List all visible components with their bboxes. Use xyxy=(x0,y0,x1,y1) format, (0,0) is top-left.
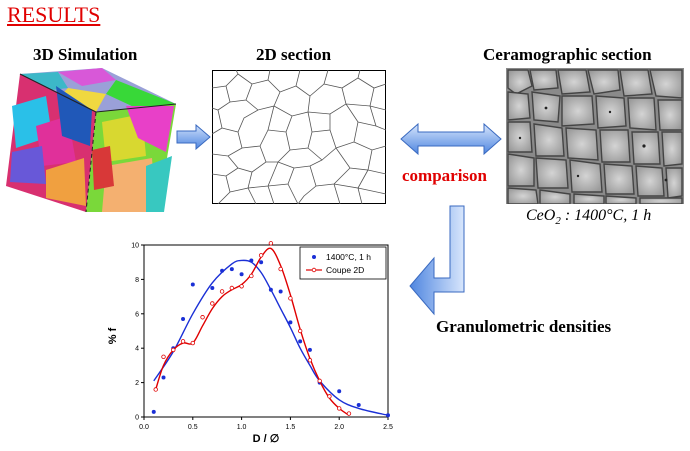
y-tick-label: 2 xyxy=(135,380,139,387)
results-title: RESULTS xyxy=(7,2,101,27)
legend-marker-series-2 xyxy=(311,267,317,273)
granulometric-label: Granulometric densities xyxy=(436,317,612,336)
x-axis-label: D / ∅ xyxy=(253,433,280,445)
series-2-point xyxy=(258,253,264,258)
series-1-point xyxy=(181,316,186,321)
series-2-point xyxy=(200,315,205,320)
series-1-point xyxy=(161,375,166,380)
series-2-point xyxy=(219,289,225,294)
right-arrow-icon xyxy=(176,124,211,150)
bent-arrow-icon xyxy=(409,205,465,316)
chart-legend: 1400°C, 1 h Coupe 2D xyxy=(299,246,387,280)
x-tick-label: 2.0 xyxy=(334,424,344,431)
series-2-point xyxy=(307,358,313,363)
y-tick-label: 0 xyxy=(135,415,139,422)
series-2-point xyxy=(239,284,244,289)
double-arrow-icon xyxy=(400,122,502,156)
series-2-point xyxy=(288,296,293,301)
series-2-point xyxy=(180,339,186,344)
y-axis-label: % f xyxy=(107,327,119,344)
caption-rest: : 1400°C, 1 h xyxy=(560,207,652,224)
y-tick-label: 4 xyxy=(135,346,139,353)
x-tick-label: 1.5 xyxy=(286,424,296,431)
series-2-point xyxy=(153,387,158,392)
y-tick-label: 10 xyxy=(131,243,139,250)
series-2-point xyxy=(346,411,352,416)
series-1-point xyxy=(151,409,156,414)
series-1-point xyxy=(278,289,283,294)
series-2-point xyxy=(171,347,176,353)
series-1-point xyxy=(210,286,215,290)
series-2-point xyxy=(317,378,322,384)
simulation-cube-image xyxy=(6,68,177,212)
series-2-point xyxy=(229,285,235,291)
series-1-point xyxy=(356,402,361,407)
series-2-point xyxy=(210,301,215,306)
series-1-point xyxy=(298,339,303,344)
series-2-point xyxy=(190,340,195,346)
comparison-label: comparison xyxy=(402,166,487,185)
caption-subscript: 2 xyxy=(555,215,561,228)
x-tick-label: 0.0 xyxy=(139,424,149,431)
granulometric-chart: 0.0 0.5 1.0 1.5 2.0 2.5 0 2 4 6 8 10 % f D / ∅ 1400… xyxy=(107,241,393,445)
series-1-point xyxy=(220,268,225,273)
legend-marker-series-1 xyxy=(312,255,316,259)
ceramographic-heading: Ceramographic section xyxy=(483,45,652,64)
series-2-point xyxy=(278,266,283,272)
x-tick-label: 1.0 xyxy=(237,424,247,431)
series-2-point xyxy=(249,273,254,279)
ceramographic-caption: CeO2 : 1400°C, 1 h xyxy=(526,207,651,227)
series-2-point xyxy=(297,328,303,334)
section2d-heading: 2D section xyxy=(256,45,332,64)
legend-label-series-1: 1400°C, 1 h xyxy=(326,252,371,262)
series-1-point xyxy=(249,258,254,263)
series-1-point xyxy=(229,267,234,272)
caption-prefix: CeO xyxy=(526,207,556,224)
series-1-point xyxy=(259,260,264,265)
sim3d-heading: 3D Simulation xyxy=(33,45,138,64)
series-1-point xyxy=(268,287,273,292)
section2d-image xyxy=(212,70,386,204)
series-2-point xyxy=(336,406,342,411)
series-1-point xyxy=(386,413,390,418)
x-tick-label: 2.5 xyxy=(383,424,393,431)
series-2-point xyxy=(161,354,166,359)
series-1-point xyxy=(288,320,293,325)
x-tick-label: 0.5 xyxy=(188,424,198,431)
y-tick-label: 6 xyxy=(135,311,139,318)
legend-label-series-2: Coupe 2D xyxy=(326,265,364,275)
series-1-point xyxy=(307,347,312,352)
series-1-point xyxy=(239,272,244,277)
series-1-point xyxy=(337,389,342,394)
series-2-point xyxy=(268,241,274,246)
series-2-point xyxy=(327,394,332,399)
ceramographic-image xyxy=(506,68,684,204)
y-tick-label: 8 xyxy=(135,277,139,284)
series-1-point xyxy=(190,282,195,287)
